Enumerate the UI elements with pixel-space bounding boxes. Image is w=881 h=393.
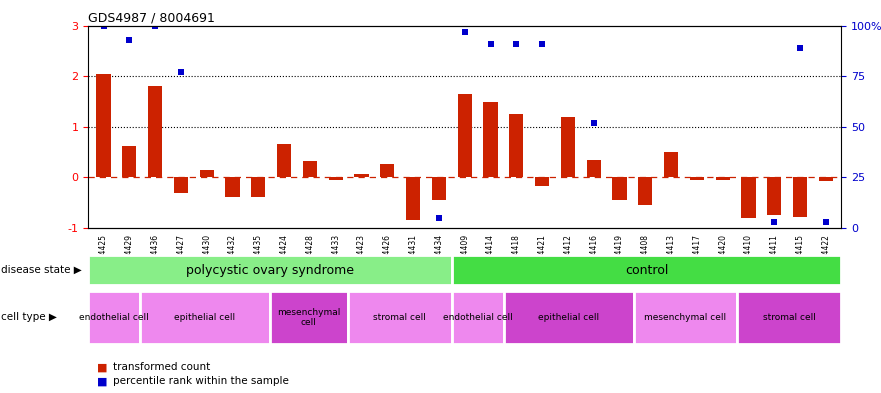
Text: epithelial cell: epithelial cell (538, 313, 599, 322)
Bar (348, 291, 452, 344)
Text: disease state ▶: disease state ▶ (1, 265, 82, 275)
Bar (226, 177, 240, 196)
Text: stromal cell: stromal cell (763, 313, 816, 322)
Bar (406, 177, 420, 220)
Text: percentile rank within the sample: percentile rank within the sample (113, 376, 289, 386)
Bar (484, 103, 498, 177)
Bar (664, 152, 678, 177)
Text: ■: ■ (97, 376, 107, 386)
Bar (88, 255, 452, 285)
Text: polycystic ovary syndrome: polycystic ovary syndrome (186, 264, 354, 277)
Bar (612, 177, 626, 200)
Bar (174, 177, 188, 193)
Bar (200, 170, 214, 177)
Bar (767, 177, 781, 215)
Bar (742, 177, 756, 218)
Bar (270, 291, 348, 344)
Text: stromal cell: stromal cell (374, 313, 426, 322)
Text: epithelial cell: epithelial cell (174, 313, 235, 322)
Text: endothelial cell: endothelial cell (443, 313, 513, 322)
Bar (535, 177, 549, 186)
Bar (140, 291, 270, 344)
Bar (452, 255, 841, 285)
Bar (587, 160, 601, 177)
Bar (504, 291, 633, 344)
Bar (561, 117, 575, 177)
Text: endothelial cell: endothelial cell (79, 313, 149, 322)
Bar (432, 177, 446, 200)
Text: ■: ■ (97, 362, 107, 373)
Bar (329, 177, 343, 180)
Bar (633, 291, 737, 344)
Text: control: control (625, 264, 668, 277)
Bar (97, 73, 111, 177)
Bar (303, 161, 317, 177)
Bar (88, 291, 140, 344)
Bar (793, 177, 807, 217)
Bar (737, 291, 841, 344)
Text: mesenchymal
cell: mesenchymal cell (278, 308, 341, 327)
Bar (354, 174, 368, 177)
Text: cell type ▶: cell type ▶ (1, 312, 56, 322)
Bar (277, 145, 292, 177)
Bar (122, 146, 137, 177)
Bar (690, 177, 704, 180)
Bar (715, 177, 729, 180)
Bar (638, 177, 653, 205)
Bar (509, 114, 523, 177)
Bar (251, 177, 265, 196)
Text: mesenchymal cell: mesenchymal cell (644, 313, 727, 322)
Text: GDS4987 / 8004691: GDS4987 / 8004691 (88, 11, 215, 24)
Bar (818, 177, 833, 182)
Bar (452, 291, 504, 344)
Text: transformed count: transformed count (113, 362, 210, 373)
Bar (148, 86, 162, 177)
Bar (457, 94, 472, 177)
Bar (381, 163, 395, 177)
